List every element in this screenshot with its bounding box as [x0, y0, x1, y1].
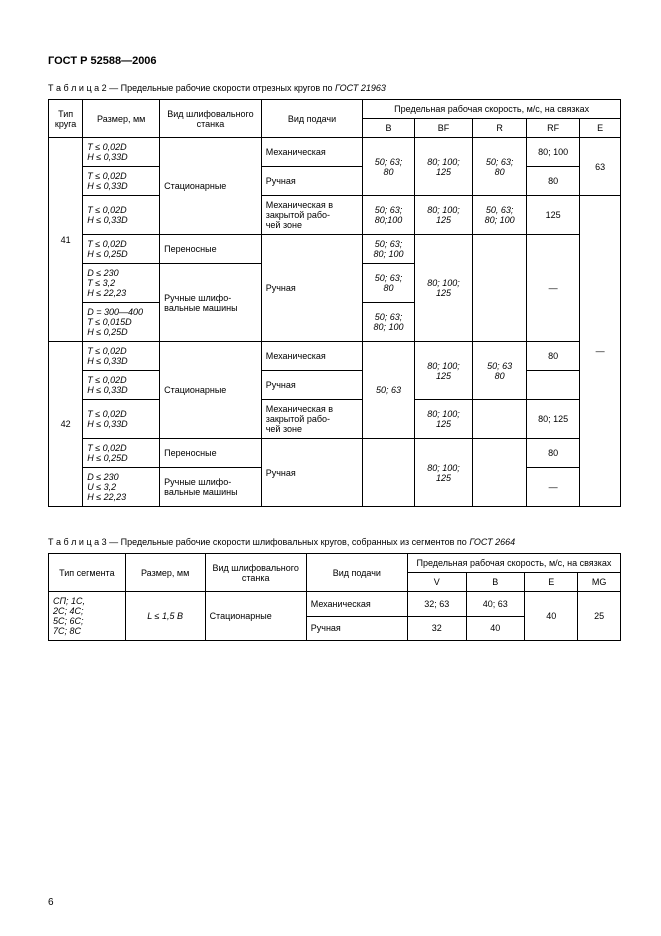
th-feed: Вид подачи — [261, 100, 363, 138]
cell-empty — [473, 400, 526, 439]
th-B3: B — [466, 573, 525, 592]
cell-val: 50; 63 — [363, 342, 414, 439]
cell-val: — — [526, 235, 579, 342]
cell-val: 50; 63;80;100 — [363, 196, 414, 235]
th-R: R — [473, 119, 526, 138]
cell-val: — — [580, 196, 621, 507]
cell-val: 80; 100;125 — [414, 400, 473, 439]
cell-machine: Стационарные — [160, 138, 262, 235]
cell-val: 50; 63;80 — [363, 264, 414, 303]
th-RF: RF — [526, 119, 579, 138]
cell-seg-size: L ≤ 1,5 B — [125, 592, 205, 641]
cell-machine: Стационарные — [160, 342, 262, 439]
cell-feed: Механическая — [261, 342, 363, 371]
cell-size: T ≤ 0,02DH ≤ 0,33D — [83, 400, 160, 439]
cell-val: 50; 63;80 — [363, 138, 414, 196]
cell-type41: 41 — [49, 138, 83, 342]
cell-seg-feed: Ручная — [306, 616, 407, 641]
cell-size: T ≤ 0,02DH ≤ 0,33D — [83, 196, 160, 235]
caption-prefix: Т а б л и ц а 3 — [48, 537, 107, 547]
cell-size: T ≤ 0,02DH ≤ 0,33D — [83, 167, 160, 196]
cell-machine: Переносные — [160, 439, 262, 468]
th-seg-machine: Вид шлифовального станка — [205, 554, 306, 592]
caption-rest: — Предельные рабочие скорости отрезных к… — [107, 83, 335, 93]
cell-size: T ≤ 0,02DH ≤ 0,25D — [83, 235, 160, 264]
caption-rest: — Предельные рабочие скорости шлифовальн… — [107, 537, 470, 547]
cell-feed: Механическая в закрытой рабо-чей зоне — [261, 400, 363, 439]
th-BF: BF — [414, 119, 473, 138]
cell-val: — — [526, 468, 579, 507]
th-type: Тип круга — [49, 100, 83, 138]
cell-val: 80; 100;125 — [414, 196, 473, 235]
th-B: B — [363, 119, 414, 138]
th-speed: Предельная рабочая скорость, м/с, на свя… — [363, 100, 621, 119]
cell-val: 80; 125 — [526, 400, 579, 439]
th-size: Размер, мм — [83, 100, 160, 138]
page-number: 6 — [48, 897, 54, 908]
cell-val: 40; 63 — [466, 592, 525, 617]
table3-caption: Т а б л и ц а 3 — Предельные рабочие ско… — [48, 537, 621, 547]
cell-empty — [363, 439, 414, 507]
cell-val: 125 — [526, 196, 579, 235]
cell-feed: Ручная — [261, 371, 363, 400]
cell-val: 80 — [526, 439, 579, 468]
cell-val: 32 — [407, 616, 466, 641]
cell-val: 80; 100;125 — [414, 342, 473, 400]
cell-val: 25 — [578, 592, 621, 641]
cell-val: 50, 63;80; 100 — [473, 196, 526, 235]
cell-val: 50; 63;80 — [473, 138, 526, 196]
cell-machine: Ручные шлифо-вальные машины — [160, 468, 262, 507]
cell-empty — [473, 235, 526, 342]
cell-val: 80; 100;125 — [414, 439, 473, 507]
th-machine: Вид шлифовального станка — [160, 100, 262, 138]
cell-val: 80; 100;125 — [414, 138, 473, 196]
cell-val: 80; 100;125 — [414, 235, 473, 342]
cell-seg-feed: Механическая — [306, 592, 407, 617]
th-seg-type: Тип сегмента — [49, 554, 126, 592]
cell-size: D ≤ 230T ≤ 3,2H ≤ 22,23 — [83, 264, 160, 303]
cell-val: 63 — [580, 138, 621, 196]
cell-feed: Ручная — [261, 235, 363, 342]
cell-val: 80 — [526, 167, 579, 196]
th-MG: MG — [578, 573, 621, 592]
caption-ref: ГОСТ 2664 — [469, 537, 515, 547]
cell-size: T ≤ 0,02DH ≤ 0,33D — [83, 371, 160, 400]
cell-val: 50; 6380 — [473, 342, 526, 400]
cell-val: 40 — [525, 592, 578, 641]
cell-feed: Ручная — [261, 439, 363, 507]
cell-size: T ≤ 0,02DH ≤ 0,33D — [83, 342, 160, 371]
cell-feed: Ручная — [261, 167, 363, 196]
cell-val: 32; 63 — [407, 592, 466, 617]
th-E: E — [580, 119, 621, 138]
cell-val: 80 — [526, 342, 579, 371]
cell-size: D ≤ 230U ≤ 3,2H ≤ 22,23 — [83, 468, 160, 507]
cell-val: 50; 63;80; 100 — [363, 235, 414, 264]
th-seg-size: Размер, мм — [125, 554, 205, 592]
caption-prefix: Т а б л и ц а 2 — [48, 83, 107, 93]
cell-machine: Переносные — [160, 235, 262, 264]
cell-size: T ≤ 0,02DH ≤ 0,25D — [83, 439, 160, 468]
table-2: Тип круга Размер, мм Вид шлифовального с… — [48, 99, 621, 507]
cell-machine: Ручные шлифо-вальные машины — [160, 264, 262, 342]
cell-type42: 42 — [49, 342, 83, 507]
cell-seg-types: СП; 1С,2С; 4С;5С; 6С;7С; 8С — [49, 592, 126, 641]
cell-feed: Механическая в закрытой рабо-чей зоне — [261, 196, 363, 235]
caption-ref: ГОСТ 21963 — [335, 83, 386, 93]
cell-size: T ≤ 0,02DH ≤ 0,33D — [83, 138, 160, 167]
th-V: V — [407, 573, 466, 592]
cell-empty — [473, 439, 526, 507]
cell-val: 40 — [466, 616, 525, 641]
cell-val: 80; 100 — [526, 138, 579, 167]
cell-seg-machine: Стационарные — [205, 592, 306, 641]
cell-val: 50; 63;80; 100 — [363, 303, 414, 342]
th-seg-speed: Предельная рабочая скорость, м/с, на свя… — [407, 554, 620, 573]
cell-feed: Механическая — [261, 138, 363, 167]
table-3: Тип сегмента Размер, мм Вид шлифовальног… — [48, 553, 621, 641]
cell-size: D = 300—400T ≤ 0,015DH ≤ 0,25D — [83, 303, 160, 342]
th-E3: E — [525, 573, 578, 592]
cell-empty — [526, 371, 579, 400]
doc-title: ГОСТ Р 52588—2006 — [48, 55, 621, 67]
table2-caption: Т а б л и ц а 2 — Предельные рабочие ско… — [48, 83, 621, 93]
th-seg-feed: Вид подачи — [306, 554, 407, 592]
